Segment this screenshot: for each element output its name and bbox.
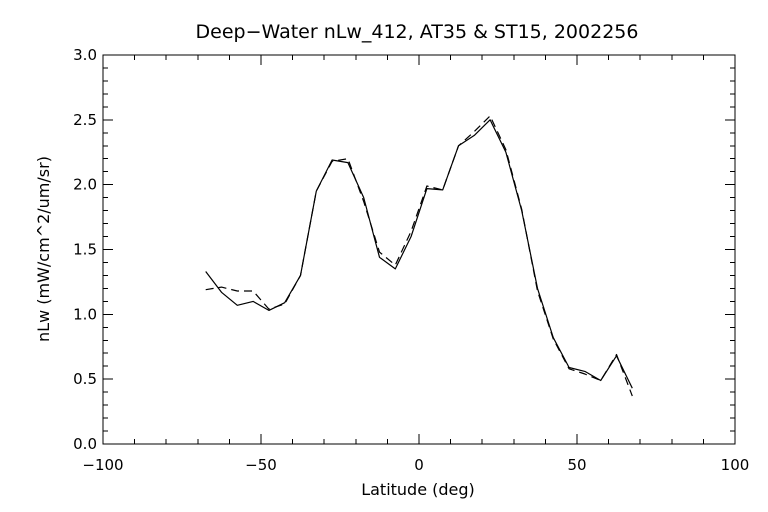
x-tick-label: −50	[245, 456, 277, 474]
x-axis: −100 −50 0 50 100	[82, 55, 749, 474]
y-tick-label: 1.5	[73, 241, 97, 259]
chart-title: Deep−Water nLw_412, AT35 & ST15, 2002256	[196, 21, 639, 43]
y-tick-label: 2.0	[73, 176, 97, 194]
plot-frame	[102, 54, 736, 445]
y-tick-label: 3.0	[73, 46, 97, 64]
x-tick-label: 100	[721, 456, 750, 474]
x-tick-label: −100	[82, 456, 123, 474]
y-tick-label: 1.0	[73, 305, 97, 323]
x-tick-label: 50	[567, 456, 586, 474]
dashed-series-line	[205, 115, 633, 397]
y-axis-label: nLw (mW/cm^2/um/sr)	[34, 156, 53, 342]
y-axis: 0.0 0.5 1.0 1.5 2.0 2.5 3.0	[73, 46, 735, 453]
y-tick-label: 2.5	[73, 111, 97, 129]
plot-border	[102, 54, 736, 445]
y-tick-label: 0.5	[73, 370, 97, 388]
x-axis-label: Latitude (deg)	[361, 480, 475, 499]
y-tick-label: 0.0	[73, 435, 97, 453]
solid-series-line	[205, 119, 633, 389]
x-tick-label: 0	[414, 456, 424, 474]
series-layer	[205, 115, 633, 397]
